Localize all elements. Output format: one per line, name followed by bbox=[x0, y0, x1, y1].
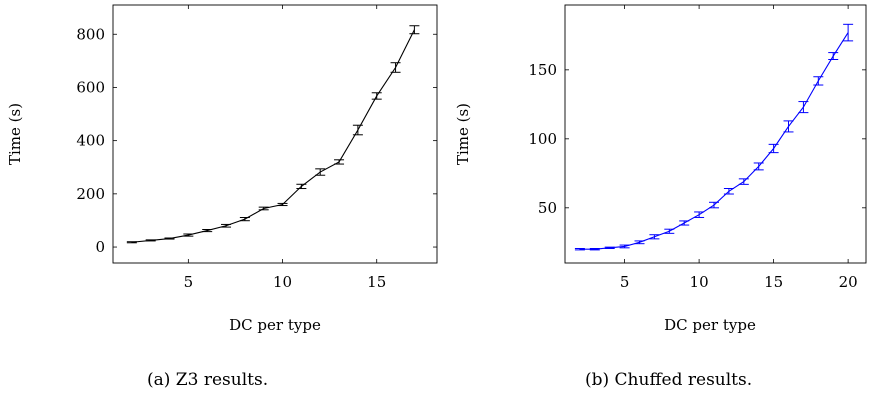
x-tick-label: 20 bbox=[839, 273, 858, 291]
y-tick-label: 800 bbox=[76, 25, 105, 43]
y-axis-label: Time (s) bbox=[6, 103, 24, 165]
chart-z3: 5 10 15 0 200 400 600 800 DC per type Time (s) bbox=[6, 4, 438, 334]
y-tick-label: 100 bbox=[528, 130, 557, 148]
y-tick-label: 150 bbox=[528, 61, 557, 79]
y-tick-label: 50 bbox=[538, 199, 557, 217]
plot-frame bbox=[112, 4, 438, 264]
x-tick-label: 15 bbox=[764, 273, 783, 291]
x-tick-label: 5 bbox=[184, 273, 194, 291]
plot-frame bbox=[564, 4, 867, 264]
y-tick-label: 200 bbox=[76, 185, 105, 203]
x-axis-label: DC per type bbox=[664, 316, 756, 334]
y-tick-label: 0 bbox=[95, 238, 105, 256]
series-line bbox=[131, 29, 415, 243]
chart-chuffed: 5 10 15 20 50 100 150 DC per type Time (s) bbox=[454, 4, 867, 334]
series-line bbox=[579, 32, 849, 250]
x-axis-label: DC per type bbox=[229, 316, 321, 334]
x-tick-label: 10 bbox=[690, 273, 709, 291]
caption-a: (a) Z3 results. bbox=[147, 370, 269, 390]
x-tick-label: 15 bbox=[367, 273, 386, 291]
x-tick-label: 10 bbox=[273, 273, 292, 291]
x-tick-label: 5 bbox=[620, 273, 630, 291]
y-axis-label: Time (s) bbox=[454, 103, 472, 165]
caption-b: (b) Chuffed results. bbox=[585, 370, 753, 390]
y-tick-label: 600 bbox=[76, 78, 105, 96]
y-tick-label: 400 bbox=[76, 132, 105, 150]
